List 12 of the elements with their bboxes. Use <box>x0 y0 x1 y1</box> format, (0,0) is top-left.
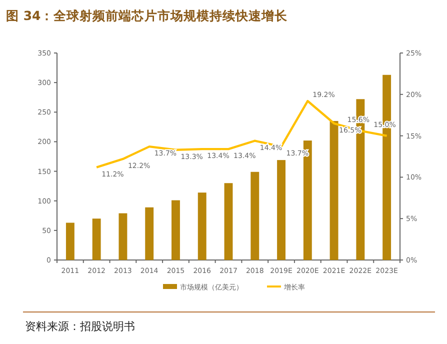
bar <box>330 121 338 260</box>
chart-title: 图 34：全球射频前端芯片市场规模持续快速增长 <box>6 8 289 23</box>
bar <box>198 192 206 260</box>
bar <box>145 207 154 260</box>
bar <box>172 200 180 260</box>
bar <box>92 218 101 260</box>
bar <box>224 183 233 260</box>
bar <box>66 222 74 260</box>
bar <box>277 160 286 260</box>
text: 资料来源：招股说明书 <box>25 320 135 333</box>
bar <box>250 172 260 260</box>
bar <box>118 213 128 260</box>
